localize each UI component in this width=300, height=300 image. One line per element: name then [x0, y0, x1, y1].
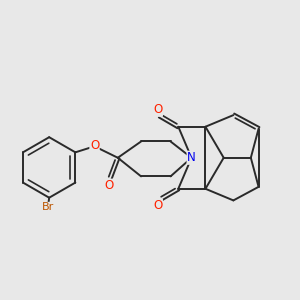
Text: O: O: [153, 199, 162, 212]
Text: O: O: [104, 179, 113, 192]
Text: O: O: [153, 103, 162, 116]
Text: Br: Br: [42, 202, 55, 212]
Text: N: N: [187, 151, 196, 164]
Text: O: O: [90, 139, 99, 152]
